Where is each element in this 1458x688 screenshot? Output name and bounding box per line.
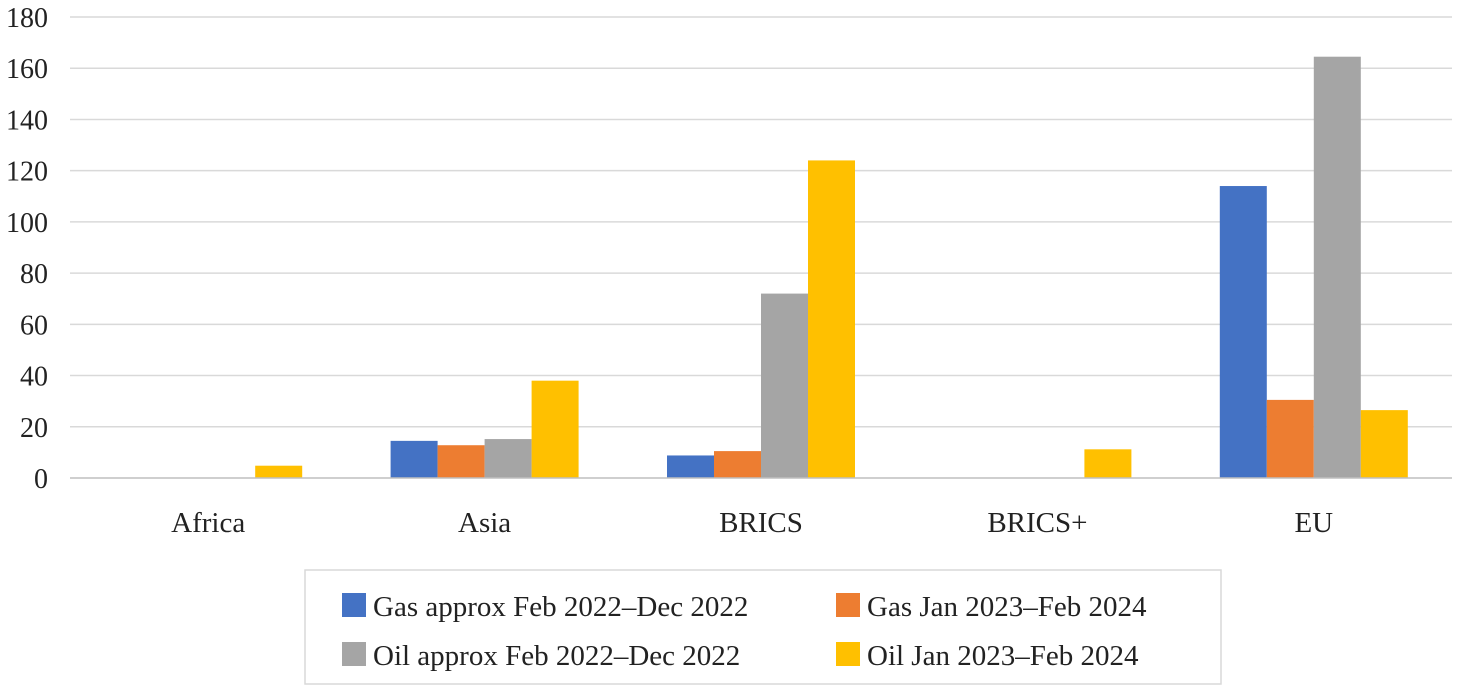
y-tick-label: 20 (20, 413, 48, 444)
y-tick-label: 100 (6, 208, 48, 239)
legend-label: Oil Jan 2023–Feb 2024 (867, 640, 1139, 672)
bar-brics-series-3 (761, 293, 808, 478)
bar-brics-series-2 (714, 451, 761, 478)
y-tick-label: 160 (6, 54, 48, 85)
y-tick-label: 40 (20, 362, 48, 393)
y-tick-label: 0 (34, 464, 48, 495)
legend: Gas approx Feb 2022–Dec 2022 Gas Jan 2023… (304, 569, 1222, 685)
y-tick-label: 180 (6, 3, 48, 34)
y-axis-tick-labels: 0 20 40 60 80 100 120 140 160 180 (6, 3, 48, 495)
legend-swatch (342, 593, 366, 617)
bar-eu-series-3 (1313, 56, 1361, 478)
legend-swatch (342, 642, 366, 666)
y-tick-label: 60 (20, 310, 48, 341)
x-axis-category-labels: Africa Asia BRICS BRICS+ EU (171, 507, 1333, 539)
legend-label: Oil approx Feb 2022–Dec 2022 (373, 640, 740, 672)
bar-eu-series-2 (1266, 399, 1314, 478)
legend-swatch (836, 593, 860, 617)
legend-label: Gas Jan 2023–Feb 2024 (867, 591, 1147, 623)
legend-box (304, 569, 1222, 685)
grid-lines (70, 16, 1452, 428)
bars (255, 56, 1408, 479)
bar-asia-series-4 (531, 380, 579, 478)
bar-brics-series-4 (808, 160, 855, 478)
bar-eu-series-1 (1219, 186, 1267, 479)
x-tick-label: Africa (171, 507, 245, 539)
bar-eu-series-4 (1360, 410, 1408, 478)
x-tick-label: EU (1294, 507, 1333, 539)
bar-asia-series-2 (437, 445, 485, 478)
bar-africa-series-4 (255, 465, 303, 478)
bar-asia-series-3 (484, 439, 532, 478)
x-tick-label: BRICS+ (987, 507, 1087, 539)
y-tick-label: 120 (6, 157, 48, 188)
bar-asia-series-1 (390, 440, 438, 478)
y-tick-label: 80 (20, 259, 48, 290)
y-tick-label: 140 (6, 105, 48, 136)
legend-label: Gas approx Feb 2022–Dec 2022 (373, 591, 748, 623)
x-tick-label: Asia (458, 507, 511, 539)
bar-brics-plus-series-4 (1084, 449, 1132, 478)
bar-brics-series-1 (667, 455, 714, 478)
x-tick-label: BRICS (719, 507, 803, 539)
legend-swatch (836, 642, 860, 666)
